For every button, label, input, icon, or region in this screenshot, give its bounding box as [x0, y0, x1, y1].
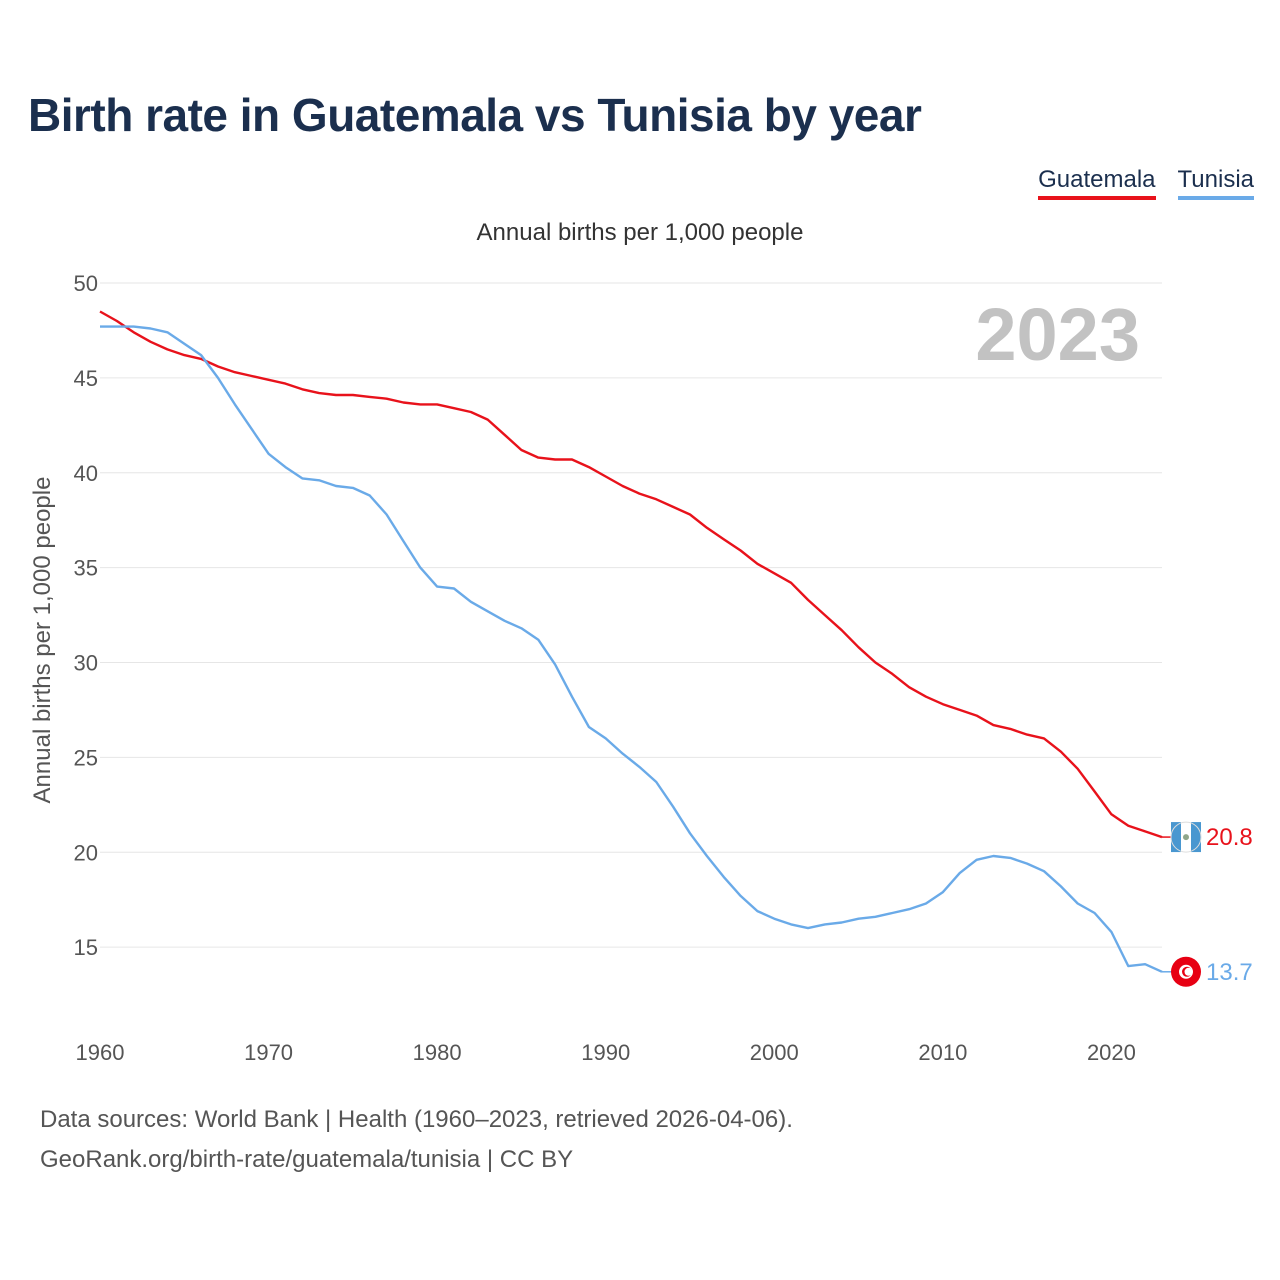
chart-subtitle: Annual births per 1,000 people [477, 219, 804, 246]
chart-title: Birth rate in Guatemala vs Tunisia by ye… [28, 89, 922, 141]
y-tick-label: 35 [74, 556, 98, 581]
chart: Annual births per 1,000 people Annual bi… [29, 219, 1253, 1065]
x-tick-label: 1980 [413, 1040, 462, 1065]
y-tick-label: 45 [74, 366, 98, 391]
y-tick-label: 50 [74, 271, 98, 296]
x-tick-label: 2000 [750, 1040, 799, 1065]
legend: Guatemala Tunisia [1038, 166, 1254, 200]
x-tick-label: 1960 [76, 1040, 125, 1065]
x-tick-label: 2010 [918, 1040, 967, 1065]
flag-marker-guatemala [1170, 821, 1202, 853]
x-tick-label: 1990 [581, 1040, 630, 1065]
end-value-label-guatemala: 20.8 [1206, 824, 1253, 851]
series-line-guatemala[interactable] [99, 310, 1163, 839]
series-line-tunisia[interactable] [100, 325, 1163, 973]
y-tick-label: 25 [74, 745, 98, 770]
year-watermark: 2023 [975, 293, 1140, 376]
legend-item-tunisia[interactable]: Tunisia [1177, 166, 1254, 200]
flag-marker-tunisia [1171, 956, 1201, 987]
footer-sources: Data sources: World Bank | Health (1960–… [40, 1106, 793, 1133]
y-tick-label: 30 [74, 651, 98, 676]
x-tick-label: 1970 [244, 1040, 293, 1065]
y-tick-label: 15 [74, 935, 98, 960]
x-tick-label: 2020 [1087, 1040, 1136, 1065]
legend-item-guatemala[interactable]: Guatemala [1038, 166, 1156, 200]
end-value-label-tunisia: 13.7 [1206, 959, 1253, 986]
y-tick-label: 20 [74, 840, 98, 865]
footer-link[interactable]: GeoRank.org/birth-rate/guatemala/tunisia… [40, 1146, 574, 1173]
y-axis-label: Annual births per 1,000 people [29, 477, 56, 804]
y-tick-label: 40 [74, 461, 98, 486]
